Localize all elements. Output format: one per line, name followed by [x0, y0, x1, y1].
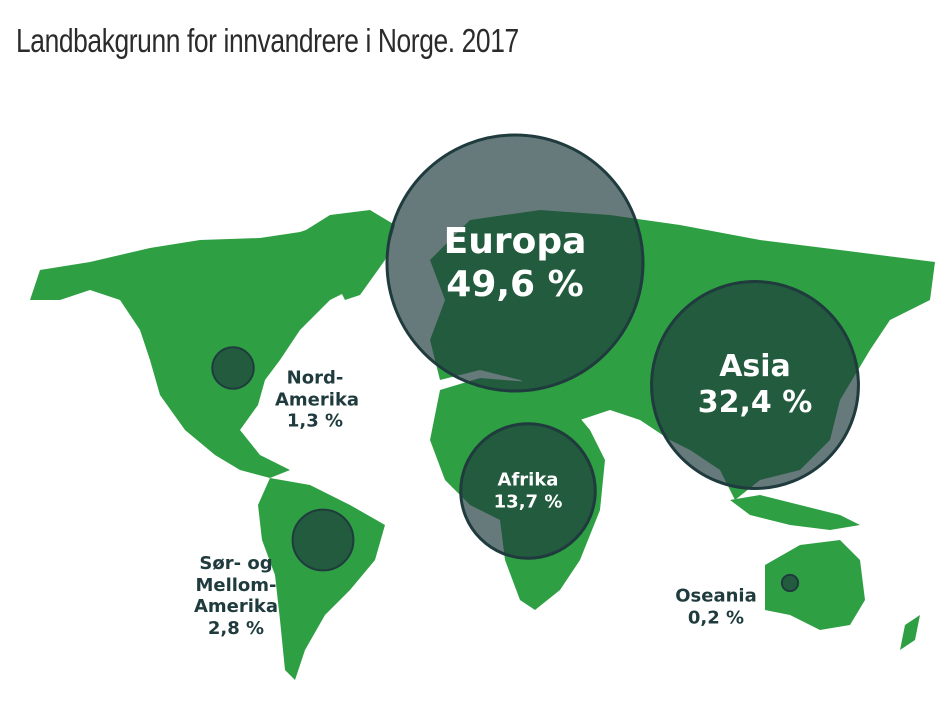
new-zealand [900, 615, 920, 650]
value-label: 2,8 % [207, 617, 265, 639]
bubble-label: Sør- og Mellom-Amerika 2,8 % [189, 553, 284, 639]
category-label: Afrika [497, 469, 559, 491]
category-label: Europa [443, 220, 587, 262]
bubble [459, 422, 597, 560]
value-label: 1,3 % [286, 410, 344, 432]
bubble-label: Europa 49,6 % [415, 220, 615, 306]
north-america [30, 212, 385, 478]
value-label: 32,4 % [697, 385, 813, 420]
category-label: Oseania [675, 585, 757, 607]
bubbles [211, 133, 860, 593]
southeast-asia [730, 495, 860, 530]
bubble [291, 508, 355, 572]
chart-title: Landbakgrunn for innvandrere i Norge. 20… [16, 22, 519, 59]
value-label: 13,7 % [493, 491, 563, 512]
bubble-label: Afrika 13,7 % [468, 469, 588, 512]
value-label: 0,2 % [687, 607, 745, 628]
category-label: Sør- og Mellom-Amerika [193, 552, 279, 617]
value-label: 49,6 % [446, 264, 584, 305]
bubble [650, 280, 860, 490]
south-america [258, 478, 385, 680]
australia [765, 540, 865, 630]
bubble [780, 573, 800, 593]
bubble-label: Nord-Amerika 1,3 % [275, 367, 360, 433]
category-label: Nord-Amerika [275, 367, 360, 411]
bubble-label: Asia 32,4 % [665, 349, 845, 421]
bubble [385, 133, 645, 393]
greenland [290, 210, 395, 300]
bubble-label: Oseania 0,2 % [661, 585, 771, 628]
category-label: Asia [719, 349, 791, 384]
bubble [211, 346, 255, 390]
